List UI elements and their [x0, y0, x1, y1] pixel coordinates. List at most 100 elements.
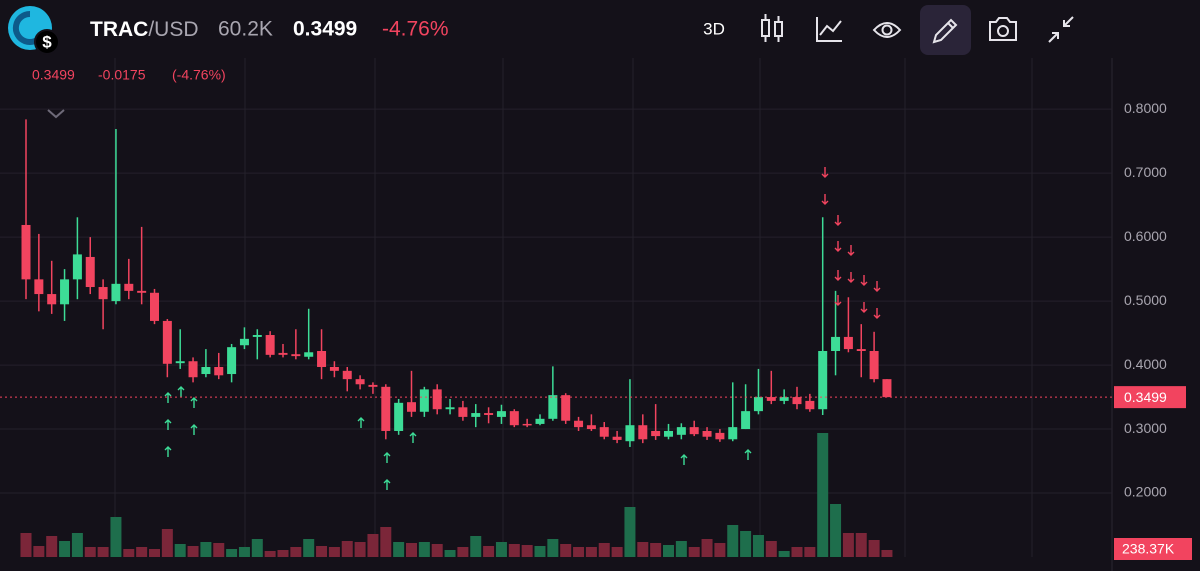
- volume-bar: [791, 547, 803, 557]
- candle-body: [47, 294, 57, 305]
- legend: 0.3499 -0.0175 (-4.76%): [32, 67, 226, 83]
- candle-body: [792, 397, 802, 405]
- volume-bar: [328, 547, 340, 557]
- candle-body: [265, 335, 275, 355]
- sell-arrow: [873, 308, 881, 319]
- buy-arrow: [383, 479, 391, 490]
- candle-body: [548, 395, 558, 419]
- grid: 0.2000 0.3000 0.4000 0.5000 0.6000 0.7000 0.80…: [0, 100, 1167, 500]
- legend-change-pct: (-4.76%): [172, 67, 226, 83]
- candle-body: [98, 287, 108, 300]
- candle-body: [741, 411, 751, 430]
- signal-arrows: [164, 167, 881, 490]
- volume-bar: [277, 550, 289, 557]
- volume-bar: [303, 539, 315, 557]
- candle-body: [34, 279, 44, 295]
- header: $ TRAC/USD 60.2K 0.3499 -4.76% 3D: [8, 5, 1074, 55]
- candle-body: [715, 432, 725, 440]
- candle-body: [753, 397, 763, 412]
- volume-bar: [817, 433, 829, 557]
- volume-bar: [521, 545, 533, 557]
- volume-bar: [727, 525, 739, 557]
- interval-button[interactable]: 3D: [703, 19, 725, 38]
- volume-bar: [46, 536, 58, 557]
- volume-24h: 60.2K: [218, 18, 273, 41]
- candle-body: [779, 397, 789, 401]
- volume-bar: [778, 551, 790, 557]
- volume-bar: [264, 551, 276, 557]
- volume-bar: [701, 539, 713, 557]
- collapse-button[interactable]: [1048, 16, 1074, 43]
- candle-body: [445, 407, 455, 410]
- candle-body: [869, 351, 879, 380]
- y-tick-label: 0.4000: [1124, 356, 1167, 372]
- volume-bar: [881, 549, 893, 557]
- chart-type-button[interactable]: [761, 14, 783, 42]
- buy-arrow: [744, 449, 752, 460]
- volume-bar: [470, 536, 482, 557]
- candle-body: [342, 370, 352, 380]
- volume-bar: [611, 547, 623, 557]
- volume-bar: [868, 540, 880, 557]
- volume-bar: [367, 534, 379, 557]
- volume-bar: [316, 546, 328, 557]
- volume-bar: [33, 546, 45, 557]
- volume-bar: [418, 542, 430, 557]
- volume-bar: [842, 533, 854, 557]
- y-tick-label: 0.7000: [1124, 164, 1167, 180]
- y-tick-label: 0.6000: [1124, 228, 1167, 244]
- volume-bar: [290, 547, 302, 557]
- header-change: -4.76%: [382, 18, 449, 41]
- candle-body: [625, 425, 635, 442]
- volume-bar: [714, 543, 726, 557]
- candle-body: [766, 397, 776, 401]
- candles: [21, 119, 892, 447]
- buy-arrow: [164, 446, 172, 457]
- candle-body: [805, 400, 815, 410]
- volume-bar: [740, 531, 752, 557]
- candle-body: [664, 430, 673, 437]
- volume-bar: [598, 543, 610, 557]
- volume-bar: [637, 542, 649, 557]
- volume-bar: [200, 542, 212, 557]
- screenshot-button[interactable]: [989, 17, 1017, 41]
- volume-bar: [59, 541, 71, 557]
- candle-body: [188, 361, 198, 378]
- indicators-button[interactable]: [816, 17, 842, 42]
- volume-bar: [174, 544, 186, 557]
- sell-arrow: [834, 270, 842, 281]
- volume-bar: [136, 547, 148, 557]
- volume-bar: [663, 545, 674, 557]
- candle-body: [612, 436, 622, 440]
- candle-body: [21, 224, 31, 280]
- currency-symbol: $: [42, 32, 52, 51]
- volume-bar: [585, 547, 597, 557]
- candle-body: [458, 407, 468, 417]
- volume-bar: [483, 546, 495, 557]
- volume-bar: [97, 547, 109, 557]
- pair[interactable]: TRAC/USD: [90, 18, 199, 41]
- candle-body: [407, 402, 416, 412]
- candle-body: [355, 379, 365, 385]
- candle-body: [304, 352, 314, 357]
- candle-body: [599, 427, 609, 437]
- volume-bar: [341, 541, 353, 557]
- sell-arrow: [860, 275, 868, 286]
- volume-bar: [752, 535, 764, 557]
- visibility-button[interactable]: [872, 22, 902, 38]
- y-tick-label: 0.2000: [1124, 484, 1167, 500]
- draw-button-bg[interactable]: [920, 5, 971, 55]
- sell-arrow: [834, 241, 842, 252]
- candle-body: [638, 425, 648, 440]
- candle-body: [329, 366, 339, 371]
- volume-bar: [226, 549, 238, 557]
- volume-bar: [123, 549, 135, 557]
- candle-body: [856, 349, 866, 352]
- legend-toggle[interactable]: [47, 109, 65, 119]
- candle-body: [150, 292, 159, 321]
- candle-body: [689, 427, 699, 435]
- candle-body: [381, 386, 391, 431]
- candle-body: [252, 335, 262, 337]
- last-volume-label: 238.37K: [1122, 541, 1175, 557]
